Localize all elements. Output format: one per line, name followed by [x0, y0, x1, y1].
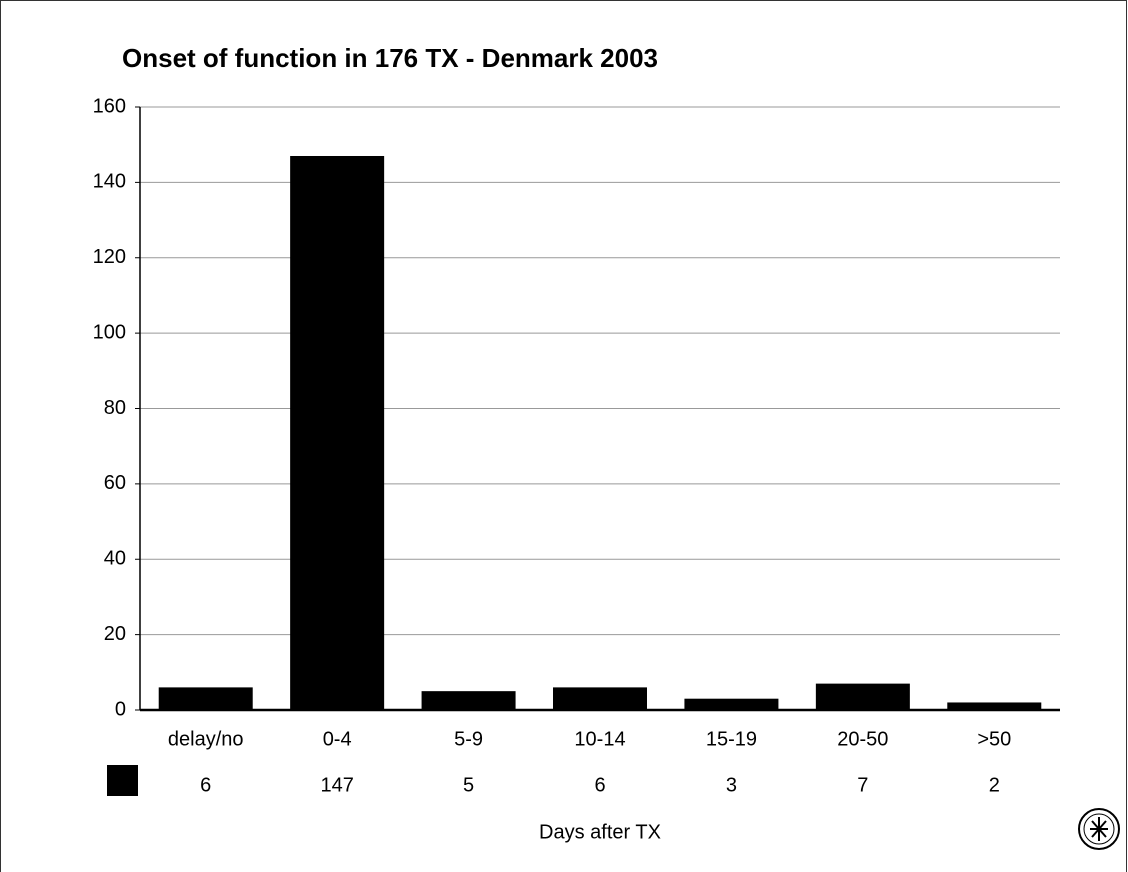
y-tick-label: 160	[93, 95, 126, 117]
table-value: 147	[320, 774, 353, 796]
x-tick-label: 10-14	[574, 728, 625, 750]
y-tick-label: 40	[104, 548, 126, 570]
x-tick-label: 5-9	[454, 728, 483, 750]
y-tick-label: 80	[104, 397, 126, 419]
bar	[947, 702, 1042, 710]
x-axis-label: Days after TX	[539, 821, 661, 843]
table-value: 6	[200, 774, 211, 796]
table-value: 2	[989, 774, 1000, 796]
bar	[553, 687, 647, 710]
logo	[1078, 808, 1120, 850]
x-tick-label: 15-19	[706, 728, 757, 750]
x-tick-label: 20-50	[837, 728, 888, 750]
y-tick-label: 20	[104, 623, 126, 645]
bar	[158, 687, 253, 710]
bar	[684, 698, 779, 710]
x-tick-label: 0-4	[323, 728, 352, 750]
y-tick-label: 60	[104, 472, 126, 494]
legend-key	[107, 765, 138, 796]
table-value: 5	[463, 774, 474, 796]
y-tick-label: 140	[93, 171, 126, 193]
y-tick-label: 0	[115, 698, 126, 720]
bar	[815, 683, 910, 710]
y-tick-label: 100	[93, 321, 126, 343]
bar	[290, 155, 385, 710]
table-value: 7	[857, 774, 868, 796]
table-value: 6	[594, 774, 605, 796]
y-tick-label: 120	[93, 246, 126, 268]
x-tick-label: delay/no	[168, 728, 244, 750]
x-tick-label: >50	[977, 728, 1011, 750]
bar	[421, 691, 516, 710]
table-value: 3	[726, 774, 737, 796]
chart-title: Onset of function in 176 TX - Denmark 20…	[122, 43, 658, 73]
